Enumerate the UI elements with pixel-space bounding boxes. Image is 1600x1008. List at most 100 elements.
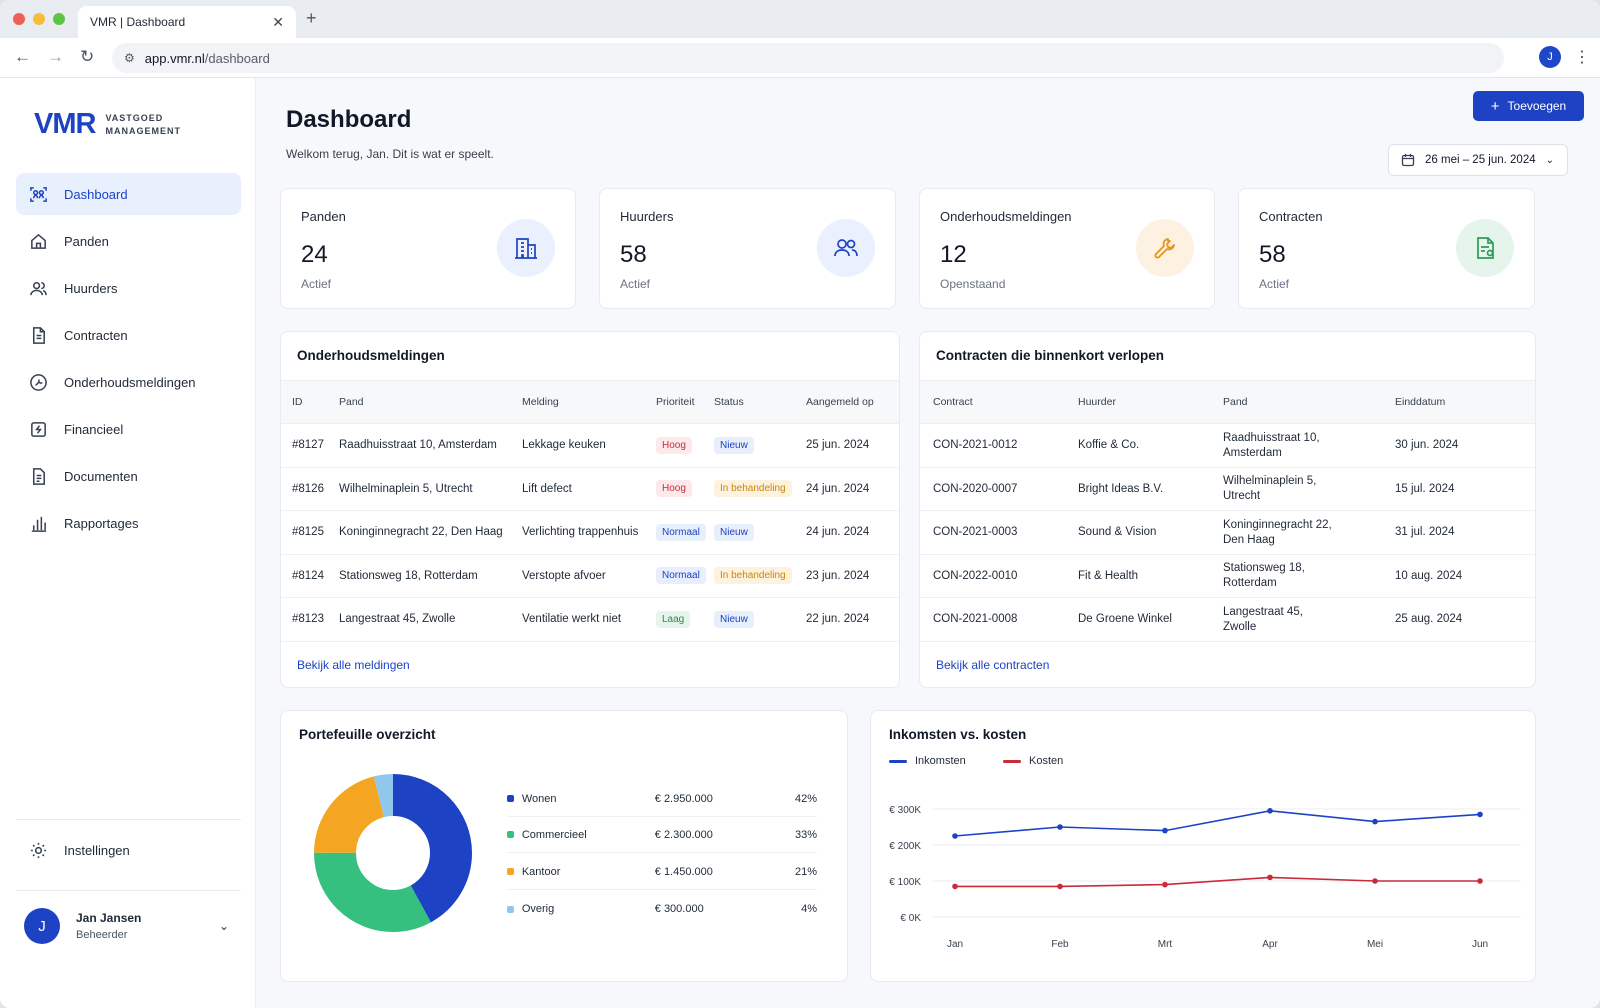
address-bar[interactable]: ⚙ app.vmr.nl/dashboard [112,43,1504,73]
stat-card-huurders[interactable]: Huurders 58 Actief [599,188,896,309]
maintenance-table: ID Pand Melding Prioriteit Status Aangem… [281,380,899,642]
sidebar-item-panden[interactable]: Panden [16,220,241,262]
data-point-kosten[interactable] [1267,874,1273,881]
finance-icon [28,419,48,439]
view-all-contracts-link[interactable]: Bekijk alle contracten [936,658,1050,672]
sidebar-item-documenten[interactable]: Documenten [16,455,241,497]
sidebar-item-label: Huurders [64,280,118,296]
donut-slice-commercieel[interactable] [314,774,472,932]
legend-swatch [1003,759,1021,763]
column-header[interactable]: Huurder [1078,396,1116,408]
data-point-kosten[interactable] [952,883,958,890]
stat-subtext: Openstaand [940,277,1006,291]
donut-slice-overig[interactable] [314,774,472,932]
table-row[interactable]: #8124 Stationsweg 18, Rotterdam Verstopt… [281,554,899,598]
data-point-inkomsten[interactable] [1267,808,1273,814]
minimize-window-button[interactable] [33,13,45,25]
table-row[interactable]: CON-2020-0007 Bright Ideas B.V. Wilhelmi… [920,467,1535,511]
cell-melding: Lekkage keuken [522,439,606,452]
table-row[interactable]: #8126 Wilhelminaplein 5, Utrecht Lift de… [281,467,899,511]
sidebar-item-onderhoudsmeldingen[interactable]: Onderhoudsmeldingen [16,361,241,403]
browser-profile-avatar[interactable]: J [1539,46,1561,68]
stat-subtext: Actief [301,277,332,291]
user-menu[interactable]: J Jan Jansen Beheerder ⌄ [24,908,229,944]
sidebar: VMR VASTGOED MANAGEMENT Dashboard Panden… [0,78,256,1008]
column-header[interactable]: Pand [1223,396,1248,408]
column-header[interactable]: Aangemeld op [806,396,874,408]
cell-einddatum: 25 aug. 2024 [1395,613,1463,626]
file-icon [28,466,48,486]
x-tick-label: Jan [947,939,963,950]
browser-tab-active[interactable]: VMR | Dashboard ✕ [78,6,296,38]
add-button[interactable]: + Toevoegen [1473,91,1584,121]
sidebar-item-instellingen[interactable]: Instellingen [16,829,241,871]
column-header[interactable]: Pand [339,396,364,408]
data-point-inkomsten[interactable] [1162,827,1168,834]
column-header[interactable]: Status [714,396,744,408]
back-icon[interactable]: ← [14,47,31,66]
sidebar-item-dashboard[interactable]: Dashboard [16,173,241,215]
reload-icon[interactable]: ↻ [80,47,95,66]
table-row[interactable]: CON-2021-0008 De Groene Winkel Langestra… [920,598,1535,641]
sidebar-item-rapportages[interactable]: Rapportages [16,502,241,544]
column-header[interactable]: Prioriteit [656,396,695,408]
column-header[interactable]: Melding [522,396,559,408]
legend-item-kosten[interactable]: Kosten [1003,755,1063,767]
cell-melding: Ventilatie werkt niet [522,613,622,626]
close-window-button[interactable] [13,13,25,25]
column-header[interactable]: ID [292,396,303,408]
cell-id: #8126 [292,482,324,495]
cell-huurder: De Groene Winkel [1078,613,1172,626]
stat-card-contracten[interactable]: Contracten 58 Actief [1238,188,1535,309]
table-row[interactable]: #8125 Koninginnegracht 22, Den Haag Verl… [281,511,899,554]
stat-card-onderhoudsmeldingen[interactable]: Onderhoudsmeldingen 12 Openstaand [919,188,1215,309]
sidebar-item-label: Panden [64,233,109,249]
status-badge: In behandeling [714,480,792,498]
view-all-maintenance-link[interactable]: Bekijk alle meldingen [297,658,410,672]
data-point-kosten[interactable] [1162,881,1168,888]
chevron-down-icon[interactable]: ⌄ [218,919,229,933]
user-name: Jan Jansen [76,911,142,925]
data-point-inkomsten[interactable] [1372,818,1378,825]
card-title: Portefeuille overzicht [299,727,436,742]
forward-icon[interactable]: → [47,47,64,66]
table-row[interactable]: CON-2021-0003 Sound & Vision Koninginneg… [920,511,1535,554]
table-row[interactable]: #8123 Langestraat 45, Zwolle Ventilatie … [281,598,899,641]
stat-card-panden[interactable]: Panden 24 Actief [280,188,576,309]
cell-huurder: Koffie & Co. [1078,439,1140,452]
maximize-window-button[interactable] [53,13,65,25]
table-row[interactable]: CON-2022-0010 Fit & Health Stationsweg 1… [920,554,1535,598]
site-settings-icon[interactable]: ⚙ [124,51,135,65]
pand-line-2: Amsterdam [1223,446,1282,459]
data-point-inkomsten[interactable] [1477,811,1483,818]
logo[interactable]: VMR VASTGOED MANAGEMENT [34,108,181,141]
x-tick-label: Mrt [1158,939,1173,950]
sidebar-item-label: Rapportages [64,515,139,531]
table-row[interactable]: #8127 Raadhuisstraat 10, Amsterdam Lekka… [281,424,899,467]
data-point-inkomsten[interactable] [1057,824,1063,830]
close-tab-icon[interactable]: ✕ [272,13,284,30]
cell-id: #8125 [292,526,324,539]
contract-icon [1456,219,1514,277]
sidebar-item-contracten[interactable]: Contracten [16,314,241,356]
data-point-kosten[interactable] [1372,878,1378,884]
stat-value: 58 [1259,241,1286,268]
data-point-kosten[interactable] [1477,878,1483,884]
cell-huurder: Sound & Vision [1078,526,1157,539]
sidebar-item-huurders[interactable]: Huurders [16,267,241,309]
browser-menu-icon[interactable]: ⋮ [1574,49,1590,66]
data-point-inkomsten[interactable] [952,833,958,839]
cell-einddatum: 31 jul. 2024 [1395,526,1455,539]
column-header[interactable]: Einddatum [1395,396,1446,408]
new-tab-icon[interactable]: + [306,8,317,28]
table-row[interactable]: CON-2021-0012 Koffie & Co. Raadhuisstraa… [920,424,1535,467]
sidebar-item-financieel[interactable]: Financieel [16,408,241,450]
data-point-kosten[interactable] [1057,883,1063,890]
legend-amount: € 300.000 [654,903,704,915]
cell-date: 22 jun. 2024 [806,613,870,626]
sidebar-item-label: Onderhoudsmeldingen [64,374,196,390]
date-range-picker[interactable]: 26 mei – 25 jun. 2024 ⌄ [1388,144,1568,176]
column-header[interactable]: Contract [933,396,973,408]
sidebar-divider [16,890,241,891]
legend-item-inkomsten[interactable]: Inkomsten [889,755,966,767]
